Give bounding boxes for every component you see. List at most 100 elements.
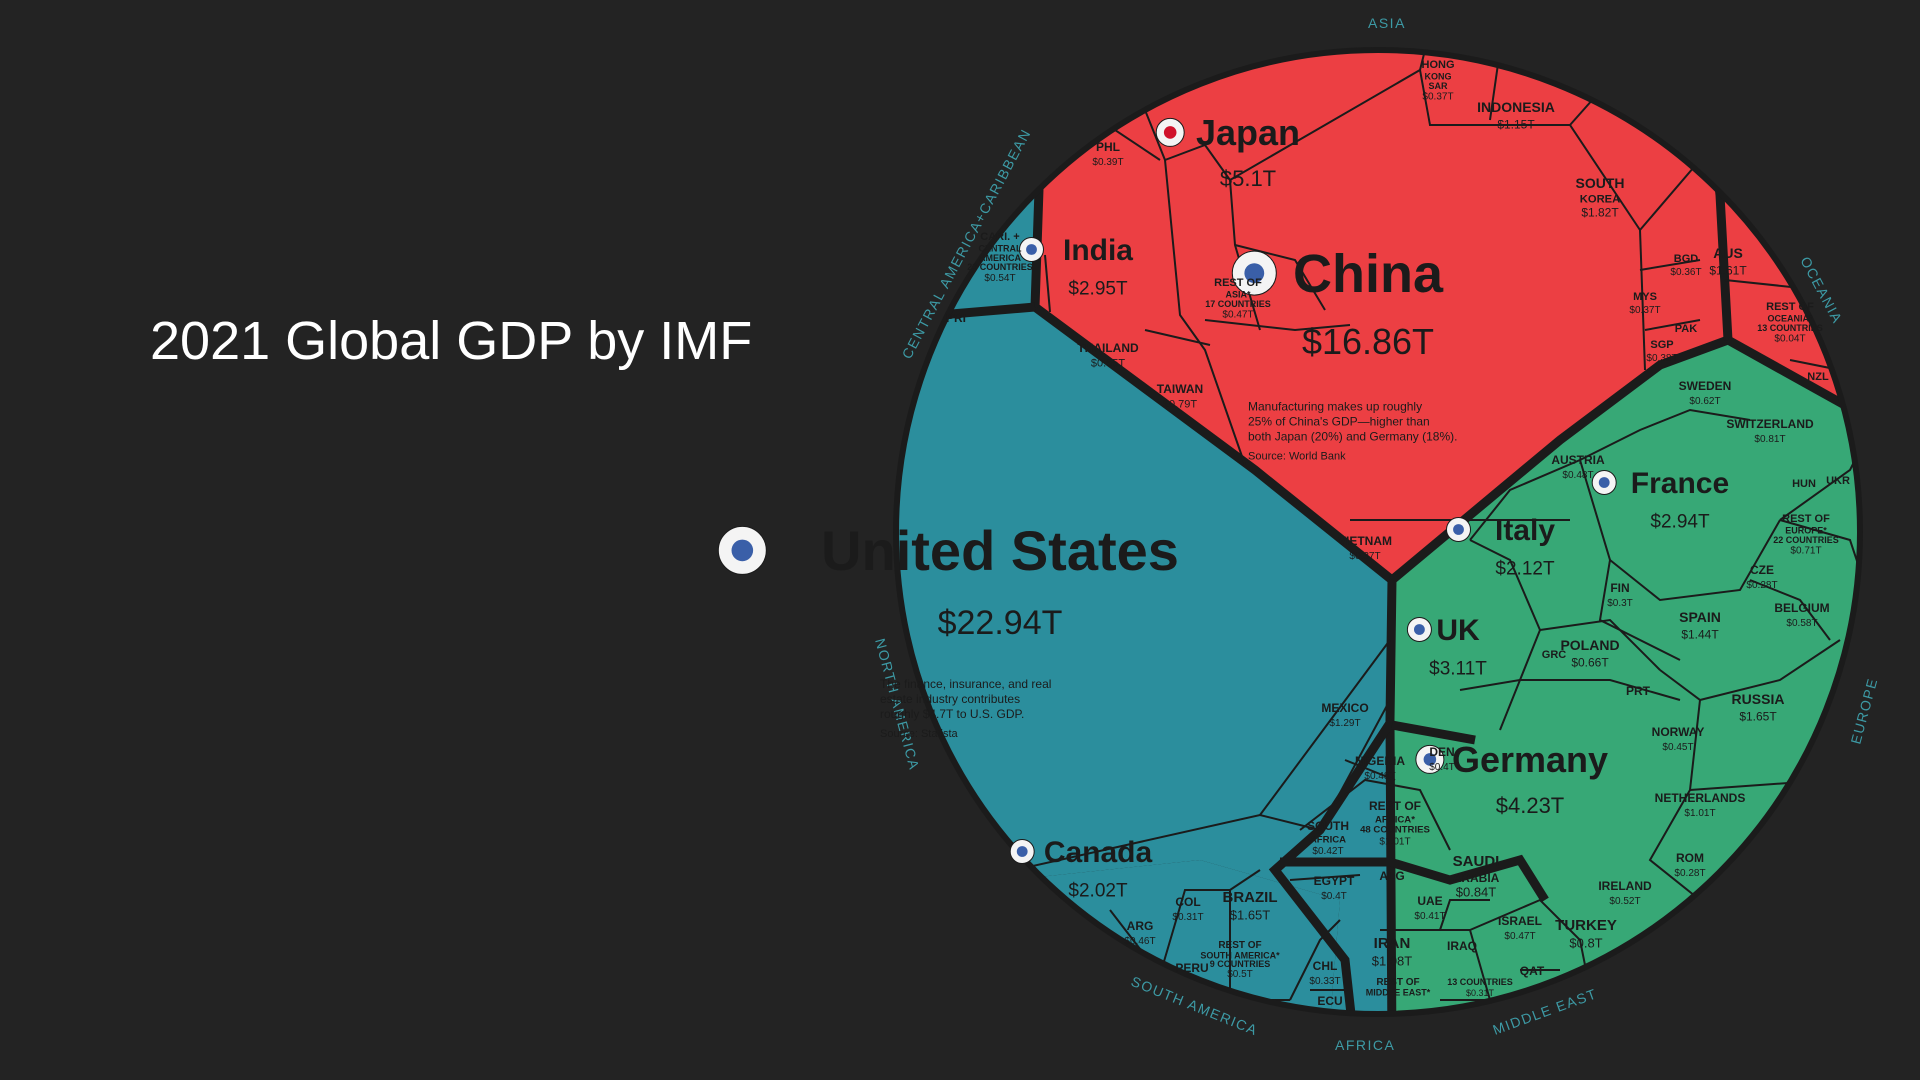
country-name-line2: ARABIA (1453, 871, 1500, 885)
country-cell-united-states: United States $22.94T The finance, insuran… (717, 519, 1179, 740)
country-value: $0.54T (984, 273, 1015, 284)
country-value: $0.04T (1774, 334, 1805, 345)
country-name: INDONESIA (1477, 99, 1555, 115)
country-cell-taiwan: TAIWAN $0.79T (1157, 382, 1203, 410)
border-brazil (1229, 869, 1261, 891)
country-value: $0.38T (1646, 353, 1677, 364)
country-name: TURKEY (1555, 917, 1617, 934)
country-cell-arg: ARG $0.46T (1124, 919, 1155, 947)
country-name: REST OF (1766, 301, 1814, 313)
country-value: $0.36T (1670, 267, 1701, 278)
country-name: ECU (1317, 994, 1342, 1008)
country-cell-hun: HUN (1792, 478, 1816, 490)
country-name-line2: EUROPE* (1785, 526, 1827, 536)
country-cell-col: COL $0.31T (1172, 895, 1203, 923)
country-name-line2: AFRICA* (1375, 815, 1415, 826)
border-belgium (1749, 579, 1831, 641)
country-value: $0.45T (1662, 742, 1693, 753)
country-value: $1.82T (1581, 205, 1619, 219)
country-cell-ireland: IRELAND $0.52T (1598, 879, 1652, 907)
country-name: SWEDEN (1679, 379, 1732, 393)
border-thailand-west (1144, 329, 1211, 346)
country-value: $0.37T (1349, 551, 1380, 562)
country-value: $1.65T (1739, 710, 1777, 724)
country-cell-pak: PAK (1675, 323, 1697, 335)
country-cell-13-countries: 13 COUNTRIES$0.31T (1447, 977, 1513, 998)
country-note-line-3: both Japan (20%) and Germany (18%). (1248, 429, 1457, 443)
japan-flag-icon-mark (1163, 126, 1177, 139)
border-na-asia (1032, 303, 1395, 584)
country-cell-peru: PERU (1175, 961, 1208, 975)
country-name: NETHERLANDS (1655, 791, 1746, 805)
country-name: REST OF (1218, 940, 1261, 951)
country-cell-south-korea: SOUTH KOREA$1.82T (1576, 175, 1625, 219)
country-name: GRC (1542, 649, 1567, 661)
country-value: $1.01T (1379, 836, 1410, 847)
country-cell-rom: ROM $0.28T (1674, 851, 1705, 879)
country-value: $0.47T (1222, 310, 1253, 321)
country-cell-china: China $16.86T Manufacturing makes up rough… (1231, 244, 1457, 462)
country-name: PRT (1626, 684, 1651, 698)
country-name-line3: 22 COUNTRIES (1773, 535, 1839, 545)
country-name: PRI (946, 311, 966, 325)
country-name: ROM (1676, 851, 1704, 865)
country-name: IRAN (1374, 935, 1411, 952)
country-name-line3: AMERICA (979, 253, 1021, 263)
country-cell-prt: PRT (1626, 684, 1651, 698)
country-cell-austria: AUSTRIA $0.48T (1551, 453, 1605, 481)
country-value: $0.62T (1689, 396, 1720, 407)
country-cell-bgd: BGD $0.36T (1670, 253, 1701, 278)
country-cell-indonesia: INDONESIA $1.15T (1477, 99, 1555, 132)
country-cell-sgp: SGP $0.38T (1646, 339, 1677, 364)
country-name: AUS (1713, 245, 1743, 261)
country-note-line-2: 25% of China's GDP—higher than (1248, 414, 1430, 428)
border-africa-rest (1299, 778, 1451, 851)
country-name-line2: KOREA (1580, 194, 1620, 206)
region-label-africa: AFRICA (1335, 1037, 1395, 1053)
india-flag-icon-mark (1026, 244, 1037, 255)
country-cell-netherlands: NETHERLANDS $1.01T (1655, 791, 1746, 819)
country-name: UK (1436, 614, 1480, 647)
country-cell-norway: NORWAY $0.45T (1652, 725, 1705, 753)
border-asia-europe (1389, 335, 1730, 584)
border-chl (1289, 919, 1341, 1001)
country-note-line-2: estate industry contributes (880, 692, 1020, 706)
country-value: $1.01T (1684, 808, 1715, 819)
country-value: $0.37T (1629, 305, 1660, 316)
country-name-line3: 9 COUNTRIES (1210, 959, 1271, 969)
country-name: 13 COUNTRIES (1447, 977, 1513, 987)
slide-title: 2021 Global GDP by IMF (150, 311, 753, 371)
country-name: PAK (1675, 323, 1697, 335)
border-rest-asia (1234, 244, 1326, 311)
border-korea (1639, 159, 1701, 231)
country-cell-france: France $2.94T (1591, 467, 1729, 532)
country-name: BRAZIL (1223, 889, 1278, 906)
country-cell-india: India $2.95T (1019, 234, 1133, 299)
country-value: $0.58T (1786, 618, 1817, 629)
country-value: $0.46T (1124, 936, 1155, 947)
country-cell-ukr: UKR (1826, 475, 1850, 487)
country-value: $0.39T (1092, 157, 1123, 168)
border-uae (1439, 899, 1490, 931)
country-cell-fin: FIN $0.3T (1607, 581, 1633, 609)
country-value: $0.5T (1227, 969, 1253, 980)
country-name: Germany (1452, 739, 1608, 780)
country-name: FIN (1610, 581, 1629, 595)
country-name-line2: SOUTH AMERICA* (1200, 951, 1280, 961)
country-cell-russia: RUSSIA $1.65T (1732, 691, 1785, 724)
country-cell-italy: Italy $2.12T (1446, 514, 1555, 579)
country-name-line2: OCEANIA* (1767, 314, 1813, 324)
country-cell-thailand: THAILAND $0.55T (1077, 341, 1139, 369)
country-value: $0.28T (1746, 580, 1777, 591)
country-name: QAT (1520, 964, 1545, 978)
country-name-line3: 13 COUNTRIES (1757, 323, 1823, 333)
border-central (1044, 254, 1051, 313)
country-name: PHL (1096, 140, 1120, 154)
country-name: Japan (1196, 112, 1300, 153)
country-cell-south-africa: SOUTH AFRICA$0.42T (1307, 819, 1349, 857)
